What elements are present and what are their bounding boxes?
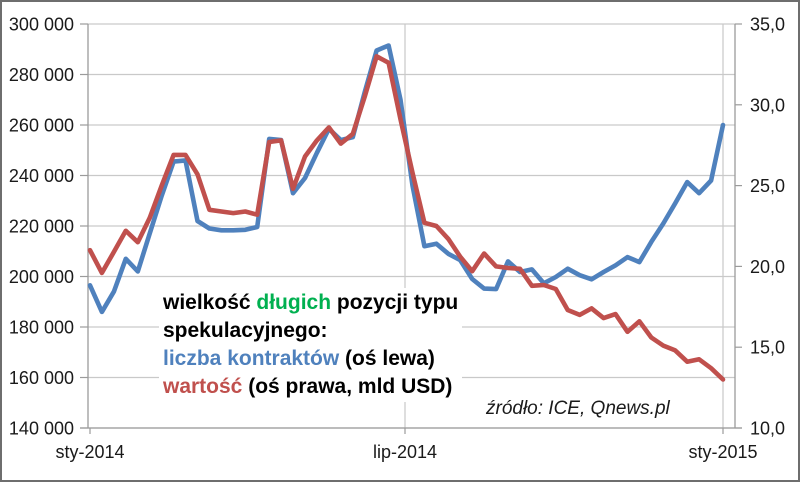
- legend-line-4: wartość (oś prawa, mld USD): [163, 373, 458, 401]
- left-axis-tick-label: 140 000: [9, 419, 74, 439]
- left-axis-tick-label: 300 000: [9, 15, 74, 35]
- x-axis-tick-label: sty-2015: [688, 442, 757, 462]
- series-line-contracts: [87, 43, 726, 315]
- right-axis-tick-label: 25,0: [750, 176, 785, 196]
- right-axis-tick-label: 15,0: [750, 338, 785, 358]
- legend-text: (oś prawa, mld USD): [242, 375, 453, 398]
- legend-text: pozycji typu: [331, 291, 459, 314]
- x-axis-tick-label: sty-2014: [55, 442, 124, 462]
- left-axis-tick-label: 260 000: [9, 116, 74, 136]
- left-axis-tick-label: 160 000: [9, 368, 74, 388]
- x-axis-tick-label: lip-2014: [373, 442, 437, 462]
- legend-line-2: spekulacyjnego:: [163, 319, 328, 342]
- left-axis-tick-label: 240 000: [9, 166, 74, 186]
- legend-text: (oś lewa): [339, 347, 435, 370]
- legend-series-value-label: wartość: [163, 375, 243, 398]
- legend-text: wielkość: [163, 291, 257, 314]
- left-axis-tick-label: 180 000: [9, 318, 74, 338]
- right-axis-tick-label: 35,0: [750, 15, 785, 35]
- left-axis-tick-label: 200 000: [9, 267, 74, 287]
- series-line-value: [87, 53, 726, 382]
- right-axis-tick-label: 30,0: [750, 95, 785, 115]
- right-axis-tick-label: 20,0: [750, 257, 785, 277]
- left-axis-tick-label: 220 000: [9, 217, 74, 237]
- source-note: źródło: ICE, Qnews.pl: [486, 398, 670, 420]
- right-axis-tick-label: 10,0: [750, 419, 785, 439]
- legend-series-contracts-label: liczba kontraktów: [163, 347, 340, 370]
- legend-text-highlight: długich: [256, 291, 332, 314]
- legend-line-3: liczba kontraktów (oś lewa): [163, 345, 458, 373]
- legend: wielkość długich pozycji typu spekulacyj…: [159, 288, 463, 402]
- legend-line-1: wielkość długich pozycji typu: [163, 289, 458, 317]
- left-axis-tick-label: 280 000: [9, 65, 74, 85]
